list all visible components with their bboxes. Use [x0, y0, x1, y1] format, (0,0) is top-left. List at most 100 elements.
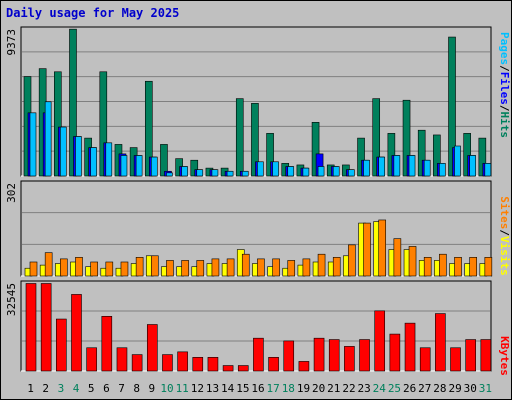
pages-bar	[408, 155, 416, 177]
hits-bar	[144, 80, 153, 177]
day-label: 25	[388, 382, 401, 395]
hits-panel-max-label: 9373	[5, 29, 18, 56]
day-label: 18	[282, 382, 295, 395]
sites-bar	[90, 261, 98, 277]
hits-bar	[387, 133, 396, 177]
kbytes-bar	[146, 324, 158, 372]
day-label: 14	[221, 382, 235, 395]
kbytes-bar	[237, 365, 249, 372]
pages-bar	[272, 161, 279, 177]
kbytes-bar	[207, 357, 219, 372]
sites-bar	[332, 257, 341, 277]
sites-bar	[439, 253, 447, 277]
hits-bar	[448, 36, 456, 177]
kbytes-bar	[253, 337, 264, 372]
legend-sites: Sites	[498, 196, 511, 229]
hits-bar	[69, 28, 77, 177]
day-label: 20	[312, 382, 325, 395]
kbytes-bar	[192, 357, 204, 372]
kbytes-bar	[56, 318, 67, 372]
hits-bar	[478, 137, 487, 177]
kbytes-bar	[328, 339, 340, 372]
kbytes-bar	[435, 313, 446, 372]
day-label: 7	[118, 382, 125, 395]
day-label: 16	[251, 382, 264, 395]
sites-bar	[105, 261, 114, 277]
pages-bar	[423, 159, 431, 177]
kbytes-bar	[389, 333, 401, 372]
kbytes-panel-legend: KBytes	[498, 336, 511, 376]
chart-title: Daily usage for May 2025	[6, 6, 180, 20]
kbytes-bar	[131, 354, 143, 372]
day-label: 11	[176, 382, 189, 395]
pages-bar	[454, 145, 461, 177]
pages-bar	[90, 147, 97, 177]
hits-bar	[402, 99, 411, 177]
pages-bar	[287, 166, 295, 177]
hits-bar	[311, 122, 320, 177]
sites-bar	[196, 260, 205, 277]
pages-bar	[348, 169, 355, 177]
kbytes-bar	[450, 347, 461, 372]
sites-bar	[166, 260, 174, 277]
pages-bar	[241, 170, 249, 177]
pages-bar	[257, 161, 264, 177]
day-label: 27	[418, 382, 431, 395]
day-label: 12	[191, 382, 204, 395]
day-label: 5	[88, 382, 95, 395]
hits-bar	[99, 71, 108, 177]
day-label: 3	[58, 382, 65, 395]
sites-bar	[393, 238, 402, 277]
kbytes-bar	[419, 347, 431, 372]
legend-files: Files	[498, 72, 511, 105]
hits-bar	[251, 103, 259, 177]
legend-pages: Pages	[498, 32, 511, 65]
kbytes-panel-max-label: 32545	[5, 283, 18, 316]
sites-bar	[135, 257, 144, 277]
sites-bar	[423, 257, 432, 277]
pages-bar	[60, 126, 67, 177]
hits-bar	[357, 137, 365, 177]
kbytes-bar	[101, 316, 113, 372]
kbytes-bar	[222, 365, 234, 372]
sites-bar	[348, 244, 356, 277]
sites-bar	[378, 219, 387, 277]
kbytes-bar	[404, 322, 416, 372]
day-label: 4	[73, 382, 80, 395]
day-label: 26	[403, 382, 416, 395]
kbytes-bar	[374, 310, 386, 372]
legend-kbytes: KBytes	[498, 336, 511, 376]
hits-bar	[463, 133, 471, 177]
pages-bar	[120, 155, 128, 177]
kbytes-bar	[71, 294, 82, 372]
kbytes-bar	[177, 351, 188, 372]
sites-bar	[75, 257, 83, 277]
day-label: 6	[103, 382, 110, 395]
pages-bar	[29, 112, 37, 177]
hits-panel-legend: Pages/Files/Hits	[498, 32, 511, 138]
day-label: 10	[160, 382, 173, 395]
sites-bar	[363, 222, 371, 277]
kbytes-bar	[40, 283, 52, 372]
pages-bar	[378, 156, 386, 177]
sites-bar	[241, 253, 250, 277]
day-label: 15	[236, 382, 249, 395]
sites-bar	[29, 261, 38, 277]
day-label: 31	[479, 382, 492, 395]
sites-bar	[226, 258, 235, 277]
legend-hits: Hits	[498, 112, 511, 139]
day-label: 23	[358, 382, 371, 395]
day-label: 28	[433, 382, 446, 395]
pages-bar	[75, 136, 82, 177]
hits-bar	[433, 134, 441, 177]
pages-bar	[363, 159, 370, 177]
pages-bar	[469, 155, 476, 177]
sites-bar	[272, 258, 280, 277]
kbytes-bar	[268, 357, 279, 372]
kbytes-bar	[344, 346, 355, 372]
sites-bar	[120, 261, 129, 277]
sites-bar	[257, 258, 265, 277]
day-label: 19	[297, 382, 310, 395]
day-label: 8	[133, 382, 140, 395]
